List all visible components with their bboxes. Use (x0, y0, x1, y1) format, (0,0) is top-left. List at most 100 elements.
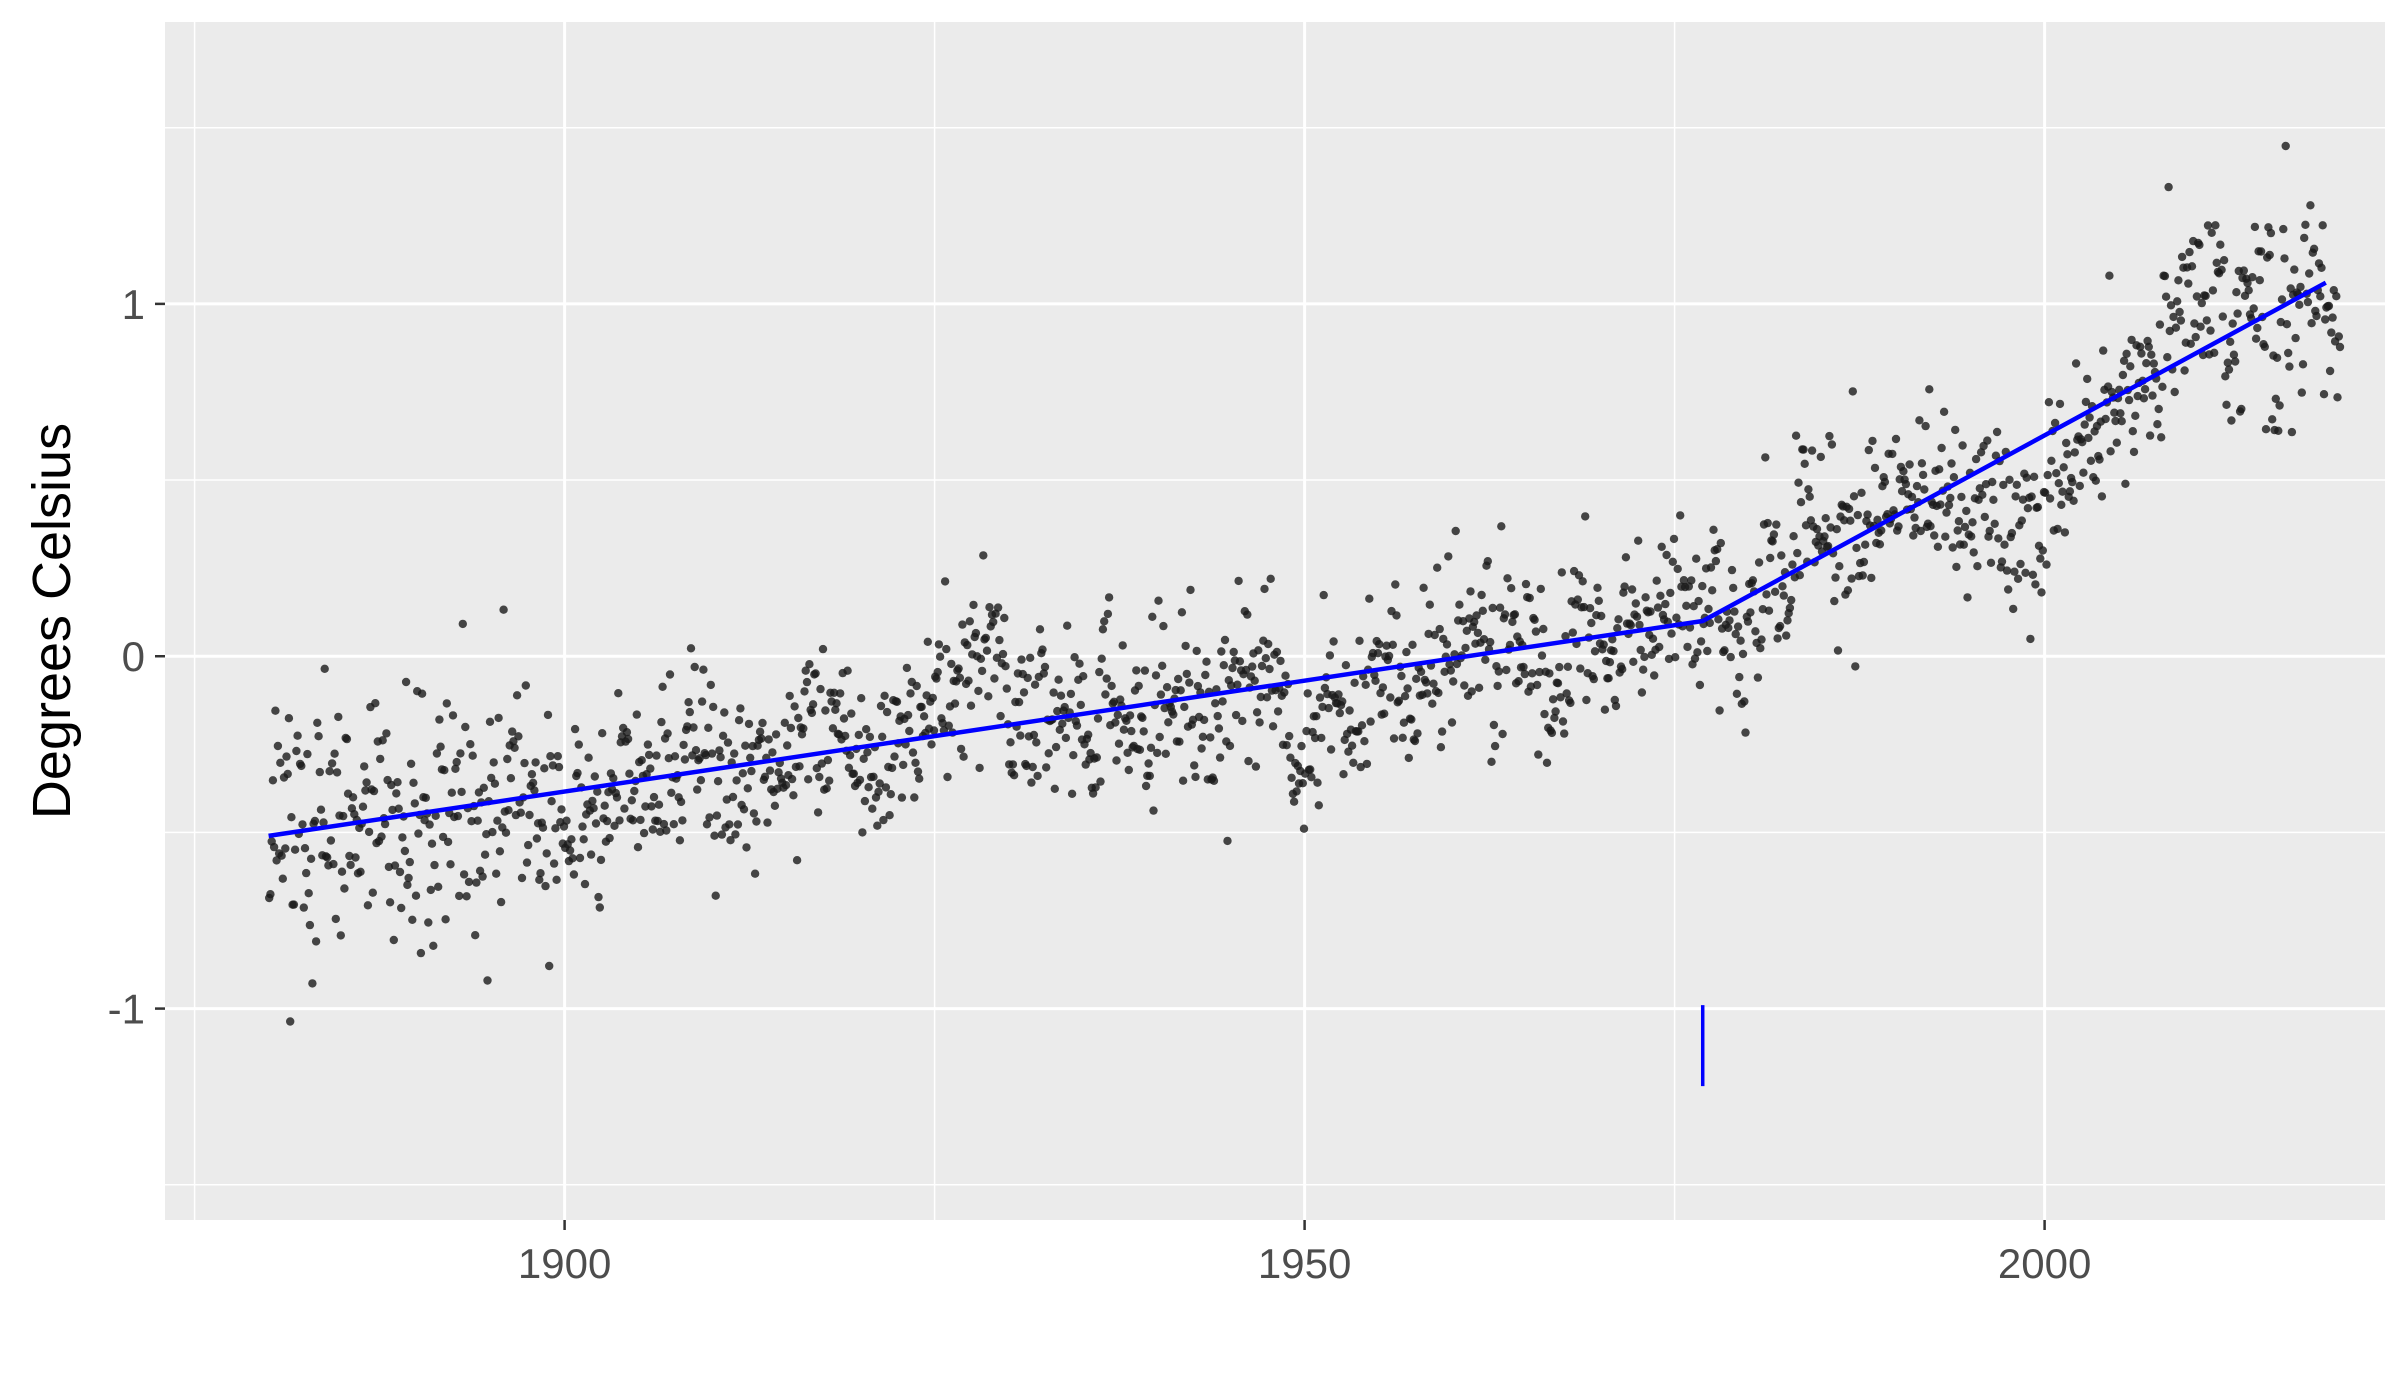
data-point (2029, 472, 2039, 481)
data-point (1146, 743, 1156, 752)
data-point (1942, 508, 1951, 517)
data-point (1079, 672, 1088, 681)
data-point (1941, 532, 1950, 541)
data-point (586, 850, 596, 859)
data-point (1537, 651, 1547, 660)
data-point (2026, 634, 2035, 644)
data-point (1053, 706, 1062, 716)
data-point (1338, 697, 1347, 706)
data-point (2174, 276, 2183, 285)
data-point (2142, 359, 2151, 368)
data-point (549, 859, 559, 868)
data-point (1631, 599, 1641, 608)
data-point (676, 797, 686, 807)
data-point (562, 816, 571, 825)
data-point (351, 853, 360, 862)
data-point (1873, 515, 1882, 524)
data-point (2187, 262, 2197, 271)
data-point (1487, 757, 1496, 766)
data-point (1412, 674, 1421, 683)
data-point (1329, 637, 1338, 646)
data-point (625, 769, 634, 778)
data-point (2099, 346, 2108, 355)
data-point (545, 961, 554, 971)
data-point (702, 820, 712, 829)
data-point (342, 734, 352, 744)
data-point (733, 820, 743, 829)
data-point (964, 676, 973, 685)
data-point (462, 892, 471, 901)
data-point (747, 766, 756, 776)
data-point (1858, 571, 1867, 580)
data-point (643, 740, 653, 749)
data-point (1990, 519, 1999, 528)
data-point (2180, 366, 2189, 375)
data-point (493, 816, 502, 825)
data-point (1341, 661, 1351, 670)
data-point (1534, 750, 1543, 759)
data-point (1611, 701, 1621, 711)
plot-panel (165, 22, 2385, 1220)
data-point (305, 920, 315, 930)
data-point (1257, 661, 1267, 671)
data-point (1661, 599, 1670, 609)
data-point (801, 666, 810, 675)
data-point (1273, 707, 1283, 716)
data-point (1280, 688, 1289, 697)
data-point (1252, 708, 1262, 717)
data-point (768, 748, 777, 757)
data-point (1578, 577, 1587, 586)
data-point (2117, 417, 2126, 426)
data-point (2149, 359, 2158, 368)
data-point (1201, 670, 1210, 680)
data-point (2170, 387, 2179, 397)
x-tick-label: 1950 (1258, 1240, 1351, 1287)
data-point (836, 689, 845, 698)
data-point (2000, 540, 2009, 549)
data-point (2055, 399, 2065, 409)
data-point (1444, 552, 1453, 561)
data-point (2129, 447, 2139, 457)
data-point (770, 801, 780, 810)
data-point (1397, 671, 1406, 681)
data-point (1754, 558, 1764, 567)
data-point (679, 740, 688, 750)
data-point (1785, 603, 1795, 613)
data-point (1466, 587, 1475, 596)
data-point (480, 850, 490, 859)
data-point (1796, 498, 1806, 507)
data-point (923, 637, 932, 646)
data-point (1423, 689, 1432, 698)
data-point (1548, 695, 1558, 704)
data-point (2022, 473, 2031, 482)
data-point (1769, 530, 1779, 539)
data-point (1582, 695, 1591, 705)
data-point (446, 860, 455, 869)
data-point (2232, 288, 2241, 297)
data-point (306, 854, 316, 863)
data-point (2335, 342, 2345, 352)
data-point (2173, 297, 2182, 306)
data-point (2080, 420, 2089, 429)
data-point (622, 728, 632, 737)
data-point (1399, 718, 1409, 727)
data-point (467, 817, 476, 826)
data-point (1620, 582, 1629, 591)
data-point (1605, 658, 1615, 667)
data-point (2021, 568, 2030, 577)
data-point (1112, 756, 1121, 765)
data-point (1708, 586, 1717, 595)
data-point (2038, 546, 2048, 555)
data-point (933, 667, 942, 677)
data-point (2145, 431, 2155, 440)
data-point (800, 687, 809, 696)
data-point (1164, 718, 1173, 727)
data-point (528, 778, 538, 787)
data-point (369, 786, 379, 796)
data-point (2334, 332, 2343, 341)
data-point (649, 792, 659, 802)
data-point (1805, 492, 1814, 501)
data-point (1589, 674, 1599, 684)
data-point (547, 797, 556, 806)
data-point (1761, 453, 1770, 462)
